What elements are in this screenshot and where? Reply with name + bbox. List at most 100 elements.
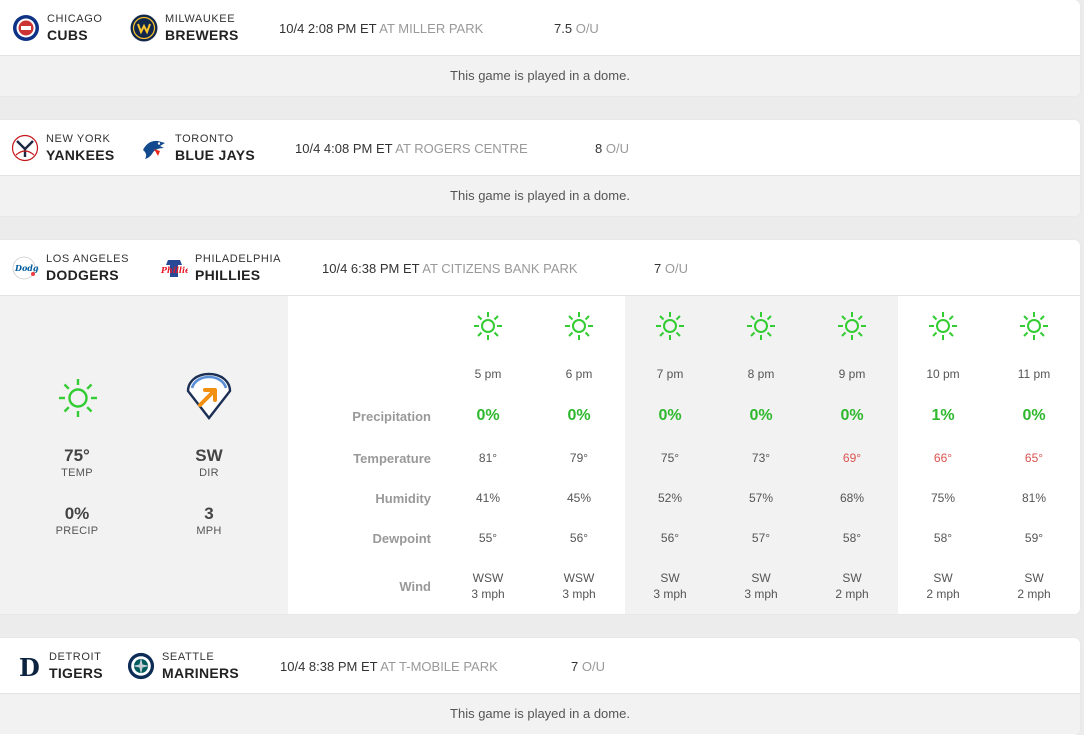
hour-label: 8 pm	[747, 367, 775, 381]
wind-speed: 2 mph	[1017, 587, 1051, 601]
hour-label: 7 pm	[656, 367, 684, 381]
wind-speed: 3 mph	[744, 587, 778, 601]
wind-speed: 3 mph	[653, 587, 687, 601]
dome-note: This game is played in a dome.	[0, 56, 1080, 96]
hourly-forecast: Precipitation Temperature Humidity Dewpo…	[288, 296, 1080, 614]
temp-value: 81°	[478, 451, 498, 465]
home-team[interactable]: SEATTLE MARINERS	[127, 638, 239, 694]
wind-value: SW 2 mph	[812, 570, 892, 602]
temp-value: 75°	[64, 446, 90, 465]
wind-direction: SW	[660, 571, 680, 585]
home-team[interactable]: Phillies PHILADELPHIA PHILLIES	[160, 240, 281, 296]
temp-value: 73°	[751, 451, 771, 465]
game-header[interactable]: CHICAGO CUBS MILWAUKEE BREWERS 10/4 2:08…	[0, 0, 1080, 56]
dodgers-logo-icon: Dodgers	[11, 254, 39, 282]
hour-label: 9 pm	[838, 367, 866, 381]
humidity-value: 57%	[748, 491, 774, 505]
yankees-logo-icon	[11, 134, 39, 162]
game-datetime: 10/4 6:38 PM ET	[322, 261, 420, 276]
svg-text:D: D	[19, 653, 40, 680]
home-nickname: BLUE JAYS	[175, 147, 255, 163]
wind-value: SW 3 mph	[721, 570, 801, 602]
hour-label: 6 pm	[565, 367, 593, 381]
hour-label: 5 pm	[474, 367, 502, 381]
precip-stat: 0% PRECIP	[32, 504, 122, 537]
row-label-humidity: Humidity	[375, 491, 431, 506]
precip-value: 0%	[840, 407, 864, 424]
wind-direction: WSW	[472, 571, 504, 585]
away-team[interactable]: Dodgers LOS ANGELES DODGERS	[11, 240, 129, 296]
away-team[interactable]: D DETROIT TIGERS	[14, 638, 103, 694]
game-time: 10/4 4:08 PM ET AT ROGERS CENTRE	[295, 141, 528, 156]
precip-value: 0%	[658, 407, 682, 424]
humidity-value: 45%	[566, 491, 592, 505]
humidity-value: 41%	[475, 491, 501, 505]
dome-note: This game is played in a dome.	[0, 694, 1080, 734]
game-time-highlight	[625, 296, 898, 614]
away-city: DETROIT	[49, 651, 102, 663]
wind-direction: SW	[1024, 571, 1044, 585]
humidity-value: 52%	[657, 491, 683, 505]
home-nickname: MARINERS	[162, 665, 240, 681]
game-time: 10/4 6:38 PM ET AT CITIZENS BANK PARK	[322, 261, 578, 276]
temp-stat: 75° TEMP	[32, 446, 122, 479]
over-under: 7 O/U	[571, 659, 605, 674]
dir-stat: SW DIR	[164, 446, 254, 479]
ou-label: O/U	[575, 21, 599, 36]
hour-label: 10 pm	[926, 367, 960, 381]
temp-value: 66°	[933, 451, 953, 465]
away-nickname: TIGERS	[49, 665, 103, 681]
game-header[interactable]: NEW YORK YANKEES TORONTO BLUE JAYS 10/4 …	[0, 120, 1080, 176]
phillies-logo-icon: Phillies	[160, 254, 188, 282]
home-team[interactable]: MILWAUKEE BREWERS	[130, 0, 239, 56]
game-time: 10/4 2:08 PM ET AT MILLER PARK	[279, 21, 483, 36]
precip-value: 0%	[567, 407, 591, 424]
wind-direction: SW	[842, 571, 862, 585]
game-card-yankees-bluejays: NEW YORK YANKEES TORONTO BLUE JAYS 10/4 …	[0, 120, 1080, 216]
away-city: LOS ANGELES	[46, 253, 130, 265]
home-city: SEATTLE	[162, 651, 215, 663]
away-nickname: YANKEES	[46, 147, 115, 163]
temp-value: 79°	[569, 451, 589, 465]
away-nickname: CUBS	[47, 27, 88, 43]
speed-stat: 3 MPH	[164, 504, 254, 537]
game-time: 10/4 8:38 PM ET AT T-MOBILE PARK	[280, 659, 498, 674]
home-nickname: BREWERS	[165, 27, 239, 43]
wind-speed: 2 mph	[926, 587, 960, 601]
precip-label: PRECIP	[55, 525, 99, 537]
dome-note: This game is played in a dome.	[0, 176, 1080, 216]
game-venue: AT MILLER PARK	[379, 21, 484, 36]
game-datetime: 10/4 4:08 PM ET	[295, 141, 393, 156]
away-city: CHICAGO	[47, 13, 103, 25]
away-team[interactable]: CHICAGO CUBS	[12, 0, 103, 56]
home-team[interactable]: TORONTO BLUE JAYS	[140, 120, 255, 176]
over-under: 7.5 O/U	[554, 21, 599, 36]
weather-summary: 75° TEMP SW DIR 0% PRECIP 3 MPH	[0, 296, 288, 614]
speed-value: 3	[204, 504, 214, 523]
sun-icon	[654, 310, 686, 342]
row-label-temperature: Temperature	[353, 451, 431, 466]
game-header[interactable]: D DETROIT TIGERS SEATTLE MARINERS 10/4 8…	[0, 638, 1080, 694]
game-card-dodgers-phillies: Dodgers LOS ANGELES DODGERS Phillies PHI…	[0, 240, 1080, 614]
dewpoint-value: 56°	[569, 531, 589, 545]
temp-label: TEMP	[61, 467, 93, 479]
over-under: 7 O/U	[654, 261, 688, 276]
wind-value: WSW 3 mph	[448, 570, 528, 602]
dewpoint-value: 55°	[478, 531, 498, 545]
dewpoint-value: 58°	[842, 531, 862, 545]
wind-value: SW 2 mph	[994, 570, 1074, 602]
dewpoint-value: 58°	[933, 531, 953, 545]
temp-value: 75°	[660, 451, 680, 465]
away-team[interactable]: NEW YORK YANKEES	[11, 120, 115, 176]
sun-icon	[1018, 310, 1050, 342]
game-header[interactable]: Dodgers LOS ANGELES DODGERS Phillies PHI…	[0, 240, 1080, 296]
humidity-value: 68%	[839, 491, 865, 505]
over-under: 8 O/U	[595, 141, 629, 156]
row-label-dewpoint: Dewpoint	[372, 531, 432, 546]
hour-label: 11 pm	[1017, 367, 1051, 381]
tigers-logo-icon: D	[14, 652, 42, 680]
temp-value: 69°	[842, 451, 862, 465]
precip-value: 0%	[1022, 407, 1046, 424]
blue-jays-logo-icon	[140, 134, 168, 162]
weather-panel: 75° TEMP SW DIR 0% PRECIP 3 MPH Precipit…	[0, 296, 1080, 614]
